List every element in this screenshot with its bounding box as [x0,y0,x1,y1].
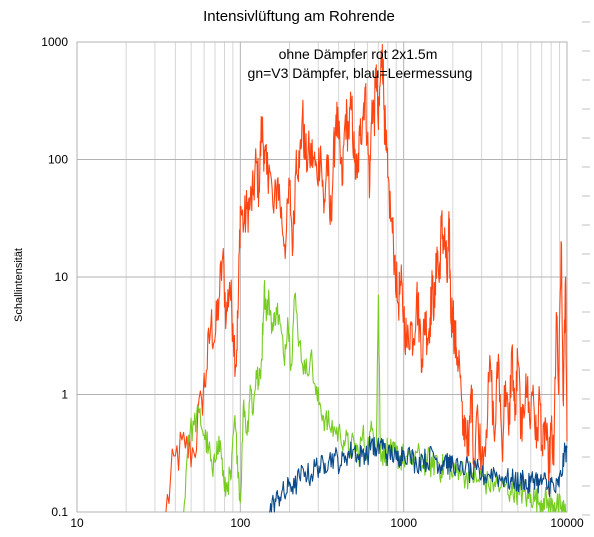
y-tick-label: 1 [61,388,68,402]
right-edge-marks [582,21,590,516]
y-tick-label: 10 [55,270,69,284]
series-red-line [165,44,568,513]
chart-title: Intensivlüftung am Rohrende [203,8,395,25]
series-layer [165,44,568,513]
y-tick-label: 0.1 [51,505,68,519]
x-axis: 10 100 1000 10000 [70,516,584,530]
annotation-line-1: ohne Dämpfer rot 2x1.5m [279,46,438,62]
x-tick-label: 10000 [550,516,584,530]
x-tick-label: 10 [70,516,84,530]
y-axis: 0.1 1 10 100 1000 [41,35,68,519]
series-green-line [183,280,568,513]
plot-frame [76,41,568,513]
annotation-line-2: gn=V3 Dämpfer, blau=Leermessung [248,65,473,81]
y-axis-label: Schallintensität [13,248,25,322]
grid [76,41,567,513]
y-tick-label: 100 [48,153,68,167]
x-tick-label: 100 [230,516,250,530]
x-tick-label: 1000 [390,516,417,530]
y-tick-label: 1000 [41,35,68,49]
series-blue-line [269,435,568,513]
